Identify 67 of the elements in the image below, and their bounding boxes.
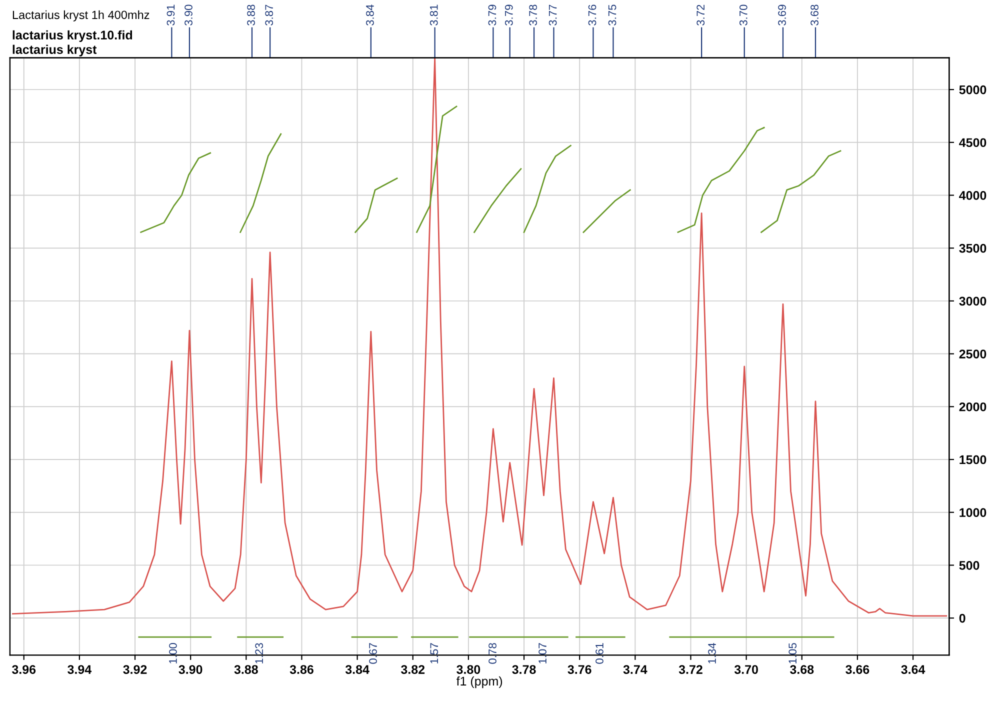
annotation: 1.00 (169, 643, 177, 664)
line-series (523, 144, 572, 233)
annotation: 0.78 (488, 643, 496, 664)
y-tick-label: 4500 (959, 138, 986, 148)
x-tick-label: 3.76 (568, 665, 592, 674)
y-tick-label: 3000 (959, 296, 986, 306)
annotation: 1.23 (255, 643, 264, 664)
x2-tick-label: 3.69 (778, 4, 786, 26)
x2-tick-label: 3.75 (608, 4, 616, 26)
x2-tick-label: 3.84 (366, 4, 374, 26)
annotation: 1.05 (788, 643, 797, 664)
x2-tick-label: 3.88 (247, 4, 255, 26)
y-tick-label: 5000 (959, 85, 986, 94)
y-tick-label: 3500 (959, 244, 986, 253)
x-tick-label: 3.70 (734, 665, 758, 674)
x-tick-label: 3.80 (456, 665, 480, 674)
x2-tick-label: 3.90 (184, 4, 192, 26)
annotation: 0.61 (596, 643, 604, 664)
x-tick-label: 3.64 (901, 665, 926, 674)
x-tick-label: 3.78 (512, 665, 536, 674)
annotation: 1.34 (708, 642, 716, 664)
text: lactarius kryst (12, 44, 97, 56)
line-series (677, 126, 765, 233)
x-tick-label: 3.74 (623, 665, 648, 674)
line-series (12, 58, 948, 617)
annotation: 1.07 (538, 643, 546, 664)
x-tick-label: 3.96 (12, 665, 36, 674)
annotation: 0.67 (369, 643, 377, 664)
text: lactarius kryst.10.fid (12, 30, 132, 42)
x2-tick-label: 3.81 (430, 4, 438, 26)
x-tick-label: 3.68 (790, 665, 814, 674)
annotation: 1.57 (430, 643, 438, 664)
line-series (582, 189, 631, 233)
x2-tick-label: 3.77 (548, 4, 557, 26)
x2-tick-label: 3.70 (739, 4, 748, 26)
chart-title: Lactarius kryst 1h 400mhz (12, 10, 150, 22)
y-tick-label: 4000 (959, 191, 986, 200)
x2-tick-label: 3.78 (529, 4, 537, 26)
x2-tick-label: 3.76 (588, 4, 596, 26)
x2-tick-label: 3.79 (488, 4, 496, 26)
x-tick-label: 3.88 (234, 665, 258, 674)
x-tick-label: 3.72 (678, 665, 702, 674)
x-tick-label: 3.66 (846, 665, 870, 674)
x-axis-title: f1 (ppm) (456, 676, 502, 688)
x2-tick-label: 3.91 (166, 4, 175, 26)
x2-tick-label: 3.72 (696, 4, 705, 26)
y-tick-label: 1000 (960, 508, 986, 517)
line-series (140, 152, 212, 233)
line-series (760, 150, 842, 233)
line-series (354, 178, 398, 233)
x-tick-label: 3.86 (290, 665, 314, 674)
x-tick-label: 3.92 (123, 665, 147, 674)
y-tick-label: 0 (959, 614, 966, 623)
x-tick-label: 3.84 (345, 665, 370, 674)
line-series (474, 168, 522, 233)
y-tick-label: 500 (959, 560, 980, 570)
x-tick-label: 3.94 (68, 665, 92, 674)
y-tick-label: 2000 (959, 402, 986, 412)
y-tick-label: 1500 (960, 455, 986, 464)
x2-tick-label: 3.79 (504, 4, 513, 26)
x-tick-label: 3.82 (400, 665, 425, 674)
x-tick-label: 3.90 (178, 665, 202, 674)
line-series (240, 133, 282, 233)
x2-tick-label: 3.68 (810, 4, 818, 26)
line-series (416, 106, 458, 233)
y-tick-label: 2500 (959, 350, 986, 358)
x2-tick-label: 3.87 (265, 4, 274, 26)
